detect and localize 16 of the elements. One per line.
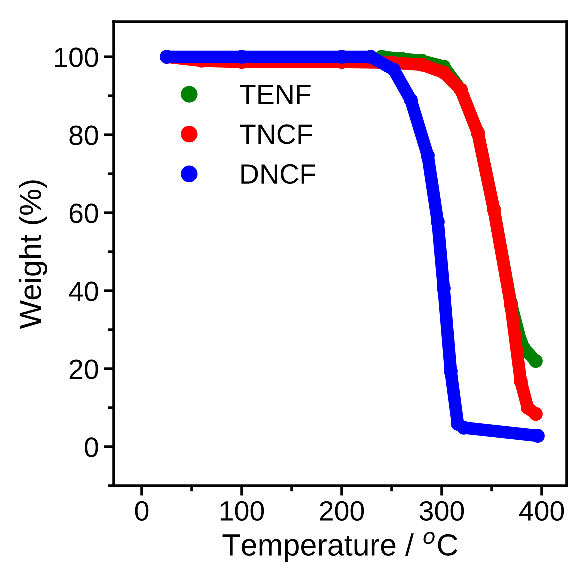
x-axis-title: Temperature / $^{o}$C bbox=[222, 532, 458, 562]
y-tick-label: 40 bbox=[69, 282, 98, 302]
legend-label: DNCF bbox=[242, 164, 316, 184]
x-tick-label: 300 bbox=[420, 501, 464, 521]
y-tick-label: 0 bbox=[85, 438, 98, 458]
y-tick-label: 20 bbox=[70, 360, 98, 380]
y-axis-title: Weight (%) bbox=[19, 180, 48, 330]
legend-label: TNCF bbox=[240, 124, 312, 144]
x-tick-label: 0 bbox=[135, 501, 149, 521]
y-tick-label: 80 bbox=[70, 126, 98, 146]
x-tick-label: 400 bbox=[519, 501, 564, 521]
y-tick-label: 60 bbox=[70, 204, 98, 224]
legend-label: TENF bbox=[240, 85, 311, 104]
x-tick-label: 200 bbox=[320, 501, 364, 521]
y-tick-label: 100 bbox=[55, 48, 98, 68]
x-tick-label: 100 bbox=[220, 501, 264, 521]
